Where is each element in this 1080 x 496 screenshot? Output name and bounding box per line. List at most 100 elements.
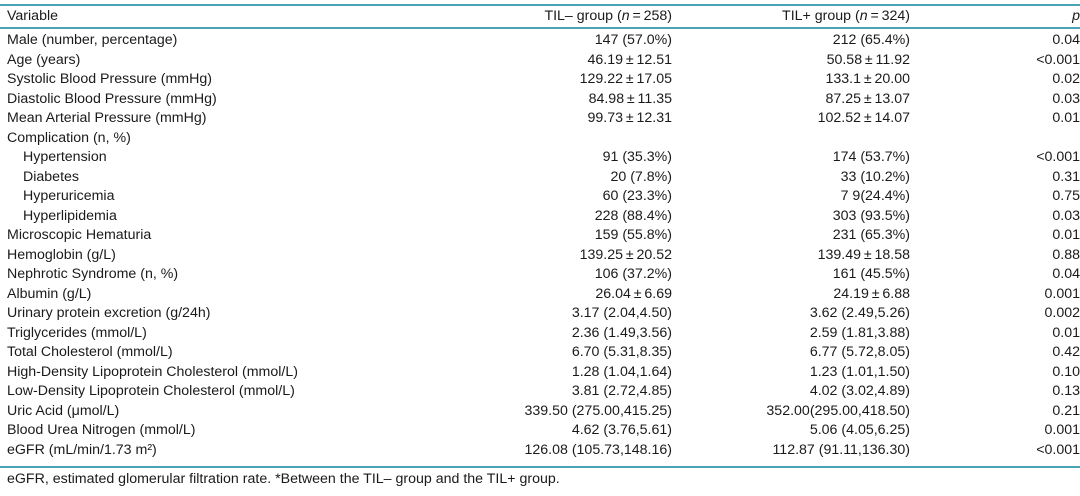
row-label: Albumin (g/L) (7, 285, 92, 302)
row-label: Low-Density Lipoprotein Cholesterol (mmo… (7, 383, 295, 399)
row-til-negative-value: 3.81 (2.72,4.85) (571, 383, 672, 399)
table-row: Blood Urea Nitrogen (mmol/L) 4.62 (3.76,5… (0, 421, 1080, 441)
row-p-value: 0.01 (1052, 227, 1080, 243)
row-til-negative-value: 147 (57.0%) (594, 32, 672, 48)
row-p-value: 0.03 (1052, 90, 1080, 107)
table-row: Low-Density Lipoprotein Cholesterol (mmo… (0, 382, 1080, 402)
header-p: p (1072, 8, 1080, 24)
row-til-positive-value: 33 (10.2%) (840, 168, 910, 185)
row-til-negative-value: 1.28 (1.04,1.64) (571, 363, 672, 380)
row-til-positive-value: 133.1 ± 20.00 (825, 71, 910, 87)
table-footnote: eGFR, estimated glomerular filtration ra… (7, 471, 560, 487)
row-label: Diastolic Blood Pressure (mmHg) (7, 90, 217, 107)
row-label: Mean Arterial Pressure (mmHg) (7, 110, 207, 126)
row-til-negative-value: 46.19 ± 12.51 (587, 51, 672, 68)
row-label: Triglycerides (mmol/L) (7, 324, 147, 341)
row-til-positive-value: 3.62 (2.49,5.26) (809, 305, 910, 321)
row-til-negative-value: 20 (7.8%) (610, 168, 672, 185)
row-p-value: 0.75 (1052, 188, 1080, 204)
row-p-value: 0.13 (1052, 383, 1080, 399)
row-label: Male (number, percentage) (7, 32, 178, 48)
row-til-negative-value: 129.22 ± 17.05 (579, 71, 672, 87)
row-label: Hyperlipidemia (23, 207, 117, 224)
row-til-negative-value: 228 (88.4%) (594, 207, 672, 224)
row-p-value: 0.03 (1052, 207, 1080, 224)
row-p-value: 0.04 (1052, 32, 1080, 48)
table-row: Systolic Blood Pressure (mmHg) 129.22 ± 1… (0, 70, 1080, 90)
header-row: Variable TIL– group (n = 258) TIL+ group… (0, 6, 1080, 27)
row-til-negative-value: 91 (35.3%) (602, 149, 672, 165)
row-p-value: 0.10 (1052, 363, 1080, 380)
row-til-positive-value: 87.25 ± 13.07 (825, 90, 910, 107)
table-row: Hyperlipidemia 228 (88.4%) 303 (93.5%) 0.03 (0, 207, 1080, 227)
row-til-positive-value: 50.58 ± 11.92 (826, 51, 910, 68)
row-til-positive-value: 112.87 (91.11,136.30) (772, 441, 910, 458)
row-label: Hypertension (23, 149, 107, 165)
table-row: Diastolic Blood Pressure (mmHg) 84.98 ± 1… (0, 90, 1080, 110)
row-p-value: <0.001 (1036, 51, 1080, 68)
row-p-value: 0.02 (1052, 71, 1080, 87)
table-row: Mean Arterial Pressure (mmHg) 99.73 ± 12.… (0, 109, 1080, 129)
row-til-negative-value: 26.04 ± 6.69 (595, 285, 672, 302)
row-label: Hemoglobin (g/L) (7, 246, 116, 263)
row-til-negative-value: 339.50 (275.00,415.25) (524, 402, 672, 419)
row-til-negative-value: 6.70 (5.31,8.35) (571, 344, 672, 360)
row-label: High-Density Lipoprotein Cholesterol (mm… (7, 363, 298, 380)
row-p-value: 0.001 (1044, 422, 1080, 438)
row-p-value: 0.42 (1052, 344, 1080, 360)
row-p-value: 0.21 (1052, 402, 1080, 419)
row-p-value: 0.31 (1052, 168, 1080, 185)
table-row: eGFR (mL/min/1.73 m²) 126.08 (105.73,148.… (0, 441, 1080, 461)
row-p-value: 0.04 (1052, 266, 1080, 282)
row-til-positive-value: 303 (93.5%) (832, 207, 910, 224)
row-p-value: 0.88 (1052, 246, 1080, 263)
row-p-value: <0.001 (1036, 441, 1080, 458)
row-label: Blood Urea Nitrogen (mmol/L) (7, 422, 196, 438)
row-til-negative-value: 2.36 (1.49,3.56) (571, 324, 672, 341)
table-row: High-Density Lipoprotein Cholesterol (mm… (0, 363, 1080, 383)
table-row: Male (number, percentage) 147 (57.0%) 212 … (0, 27, 1080, 51)
row-til-negative-value: 159 (55.8%) (594, 227, 672, 243)
row-til-positive-value: 24.19 ± 6.88 (833, 285, 910, 302)
row-label: Diabetes (23, 168, 79, 185)
table-row: Hemoglobin (g/L) 139.25 ± 20.52 139.49 ± 1… (0, 246, 1080, 266)
row-label: Hyperuricemia (23, 188, 115, 204)
row-til-positive-value (672, 129, 910, 149)
row-til-positive-value: 102.52 ± 14.07 (817, 110, 910, 126)
row-p-value: 0.002 (1044, 305, 1080, 321)
row-p-value: 0.01 (1052, 110, 1080, 126)
row-label: Uric Acid (μmol/L) (7, 402, 120, 419)
row-p-value: 0.01 (1052, 324, 1080, 341)
table-row: Triglycerides (mmol/L) 2.36 (1.49,3.56) 2.… (0, 324, 1080, 344)
row-til-negative-value: 99.73 ± 12.31 (587, 110, 672, 126)
row-til-negative-value: 3.17 (2.04,4.50) (571, 305, 672, 321)
table-row: Age (years) 46.19 ± 12.51 50.58 ± 11.92 <0.… (0, 51, 1080, 71)
row-p-value (910, 129, 1080, 149)
row-label: Microscopic Hematuria (7, 227, 152, 243)
row-label: Complication (n, %) (7, 129, 131, 146)
row-til-positive-value: 7 9(24.4%) (840, 188, 910, 204)
row-til-positive-value: 139.49 ± 18.58 (817, 246, 910, 263)
row-til-negative-value: 60 (23.3%) (602, 188, 672, 204)
row-p-value: 0.001 (1044, 285, 1080, 302)
table-row: Microscopic Hematuria 159 (55.8%) 231 (65.… (0, 226, 1080, 246)
data-table: Variable TIL– group (n = 258) TIL+ group… (0, 6, 1080, 460)
row-til-negative-value: 139.25 ± 20.52 (579, 246, 672, 263)
row-til-positive-value: 352.00(295.00,418.50) (766, 402, 910, 419)
row-til-positive-value: 5.06 (4.05,6.25) (809, 422, 910, 438)
bottom-rule (0, 466, 1080, 468)
row-label: Age (years) (7, 51, 81, 68)
top-rule (0, 4, 1080, 6)
row-til-positive-value: 161 (45.5%) (832, 266, 910, 282)
row-til-positive-value: 4.02 (3.02,4.89) (809, 383, 910, 399)
table-row: Hypertension 91 (35.3%) 174 (53.7%) <0.001 (0, 148, 1080, 168)
header-variable: Variable (7, 8, 58, 24)
row-label: Urinary protein excretion (g/24h) (7, 305, 211, 321)
row-til-negative-value: 126.08 (105.73,148.16) (524, 441, 672, 458)
table-row: Albumin (g/L) 26.04 ± 6.69 24.19 ± 6.88 0.0… (0, 285, 1080, 305)
table-row: Urinary protein excretion (g/24h) 3.17 (2… (0, 304, 1080, 324)
header-til-negative: TIL– group (n = 258) (544, 8, 672, 24)
table-row: Nephrotic Syndrome (n, %) 106 (37.2%) 161 … (0, 265, 1080, 285)
row-til-negative-value (507, 129, 672, 149)
header-rule (0, 27, 1080, 29)
